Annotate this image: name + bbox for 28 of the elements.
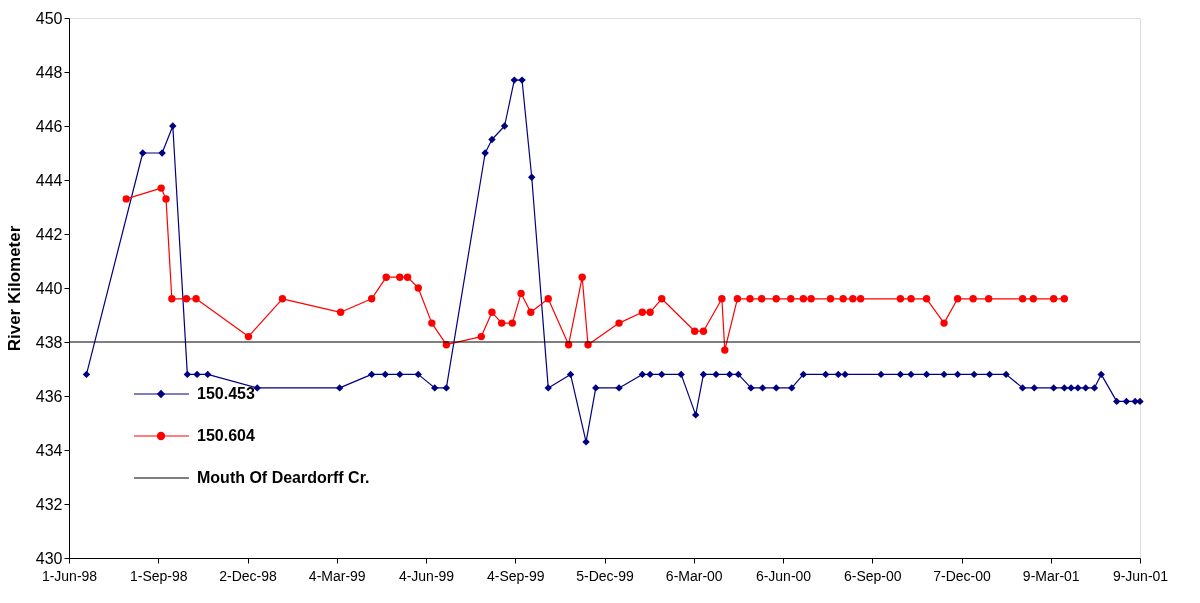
- y-tick-label: 438: [35, 333, 63, 351]
- y-axis-title: River Kilometer: [4, 225, 24, 352]
- x-tick-label: 4-Mar-99: [308, 567, 366, 584]
- x-tick-label: 9-Jun-01: [1112, 567, 1169, 584]
- x-tick-label: 7-Dec-00: [933, 567, 991, 584]
- y-tick-label: 448: [35, 63, 63, 81]
- x-tick-label: 6-Sep-00: [843, 567, 902, 584]
- x-tick-label: 5-Dec-99: [576, 567, 634, 584]
- y-tick-label: 436: [35, 387, 63, 405]
- y-tick-label: 440: [35, 279, 63, 297]
- x-tick-label: 6-Jun-00: [755, 567, 812, 584]
- y-tick-label: 450: [35, 9, 63, 27]
- legend-label: 150.453: [197, 385, 255, 402]
- legend-label: Mouth Of Deardorff Cr.: [197, 469, 370, 486]
- x-tick-label: 6-Mar-00: [665, 567, 723, 584]
- y-tick-label: 432: [35, 495, 63, 513]
- y-tick-label: 434: [35, 441, 63, 459]
- x-tick-label: 1-Jun-98: [41, 567, 98, 584]
- x-tick-label: 9-Mar-01: [1022, 567, 1080, 584]
- x-tick-label: 1-Sep-98: [129, 567, 188, 584]
- x-tick-label: 4-Jun-99: [398, 567, 455, 584]
- y-tick-label: 430: [35, 549, 63, 567]
- y-tick-label: 446: [35, 117, 63, 135]
- y-tick-label: 444: [35, 171, 63, 189]
- y-tick-label: 442: [35, 225, 63, 243]
- x-tick-label: 4-Sep-99: [486, 567, 545, 584]
- legend-label: 150.604: [197, 427, 255, 444]
- x-tick-label: 2-Dec-98: [219, 567, 277, 584]
